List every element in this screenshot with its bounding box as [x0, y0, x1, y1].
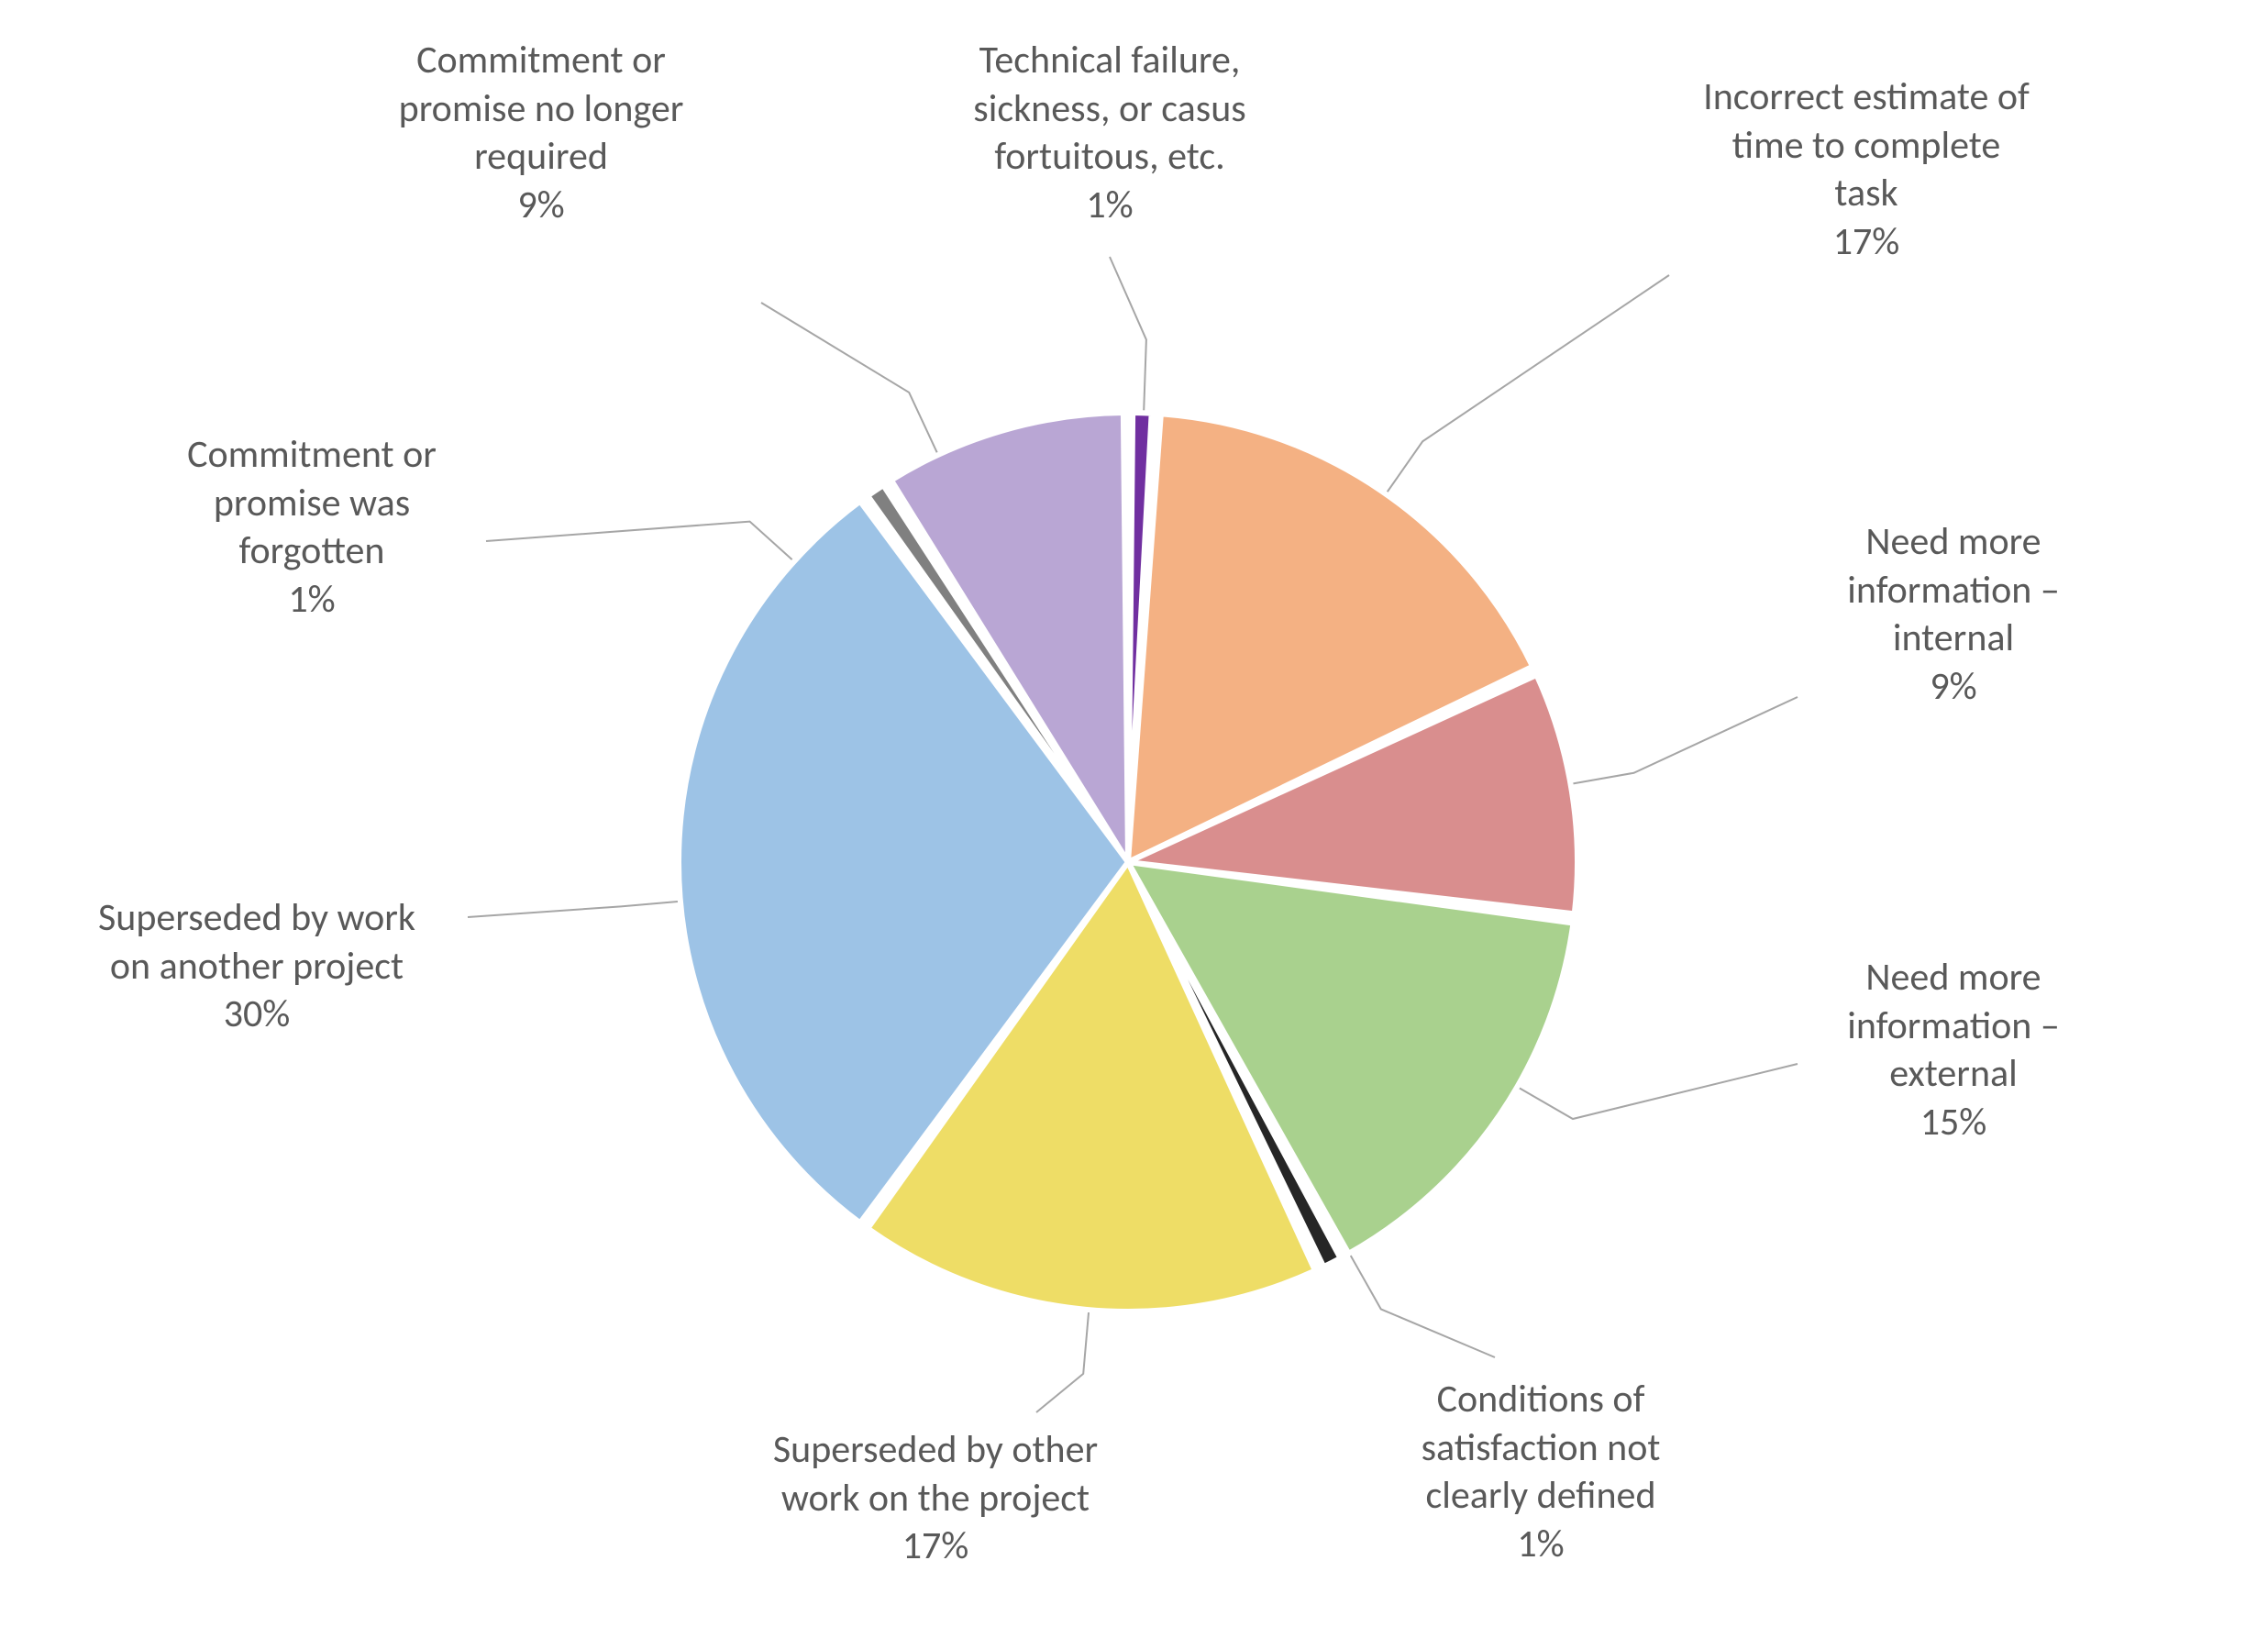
label-incorrect-estimate: Incorrect estimate of time to complete t… [1674, 73, 2059, 266]
pie-chart [669, 404, 1587, 1321]
label-superseded-same-project: Superseded by other work on the project … [734, 1426, 1137, 1571]
label-conditions-unclear: Conditions of satisfaction not clearly d… [1385, 1376, 1697, 1568]
label-technical-failure: Technical failure, sickness, or casus fo… [935, 37, 1284, 229]
label-superseded-other-project: Superseded by work on another project 30… [55, 894, 459, 1039]
label-commitment-not-required: Commitment or promise no longer required… [358, 37, 725, 229]
label-commitment-forgotten: Commitment or promise was forgotten 1% [156, 431, 468, 624]
label-need-info-internal: Need more information – internal 9% [1807, 518, 2100, 711]
chart-stage: Technical failure, sickness, or casus fo… [0, 0, 2268, 1638]
leader-superseded-same-project [1036, 1310, 1089, 1412]
leader-technical-failure [1110, 257, 1146, 413]
leader-need-info-internal [1571, 697, 1798, 784]
leader-superseded-other-project [468, 902, 680, 917]
label-need-info-external: Need more information – external 15% [1807, 954, 2100, 1146]
